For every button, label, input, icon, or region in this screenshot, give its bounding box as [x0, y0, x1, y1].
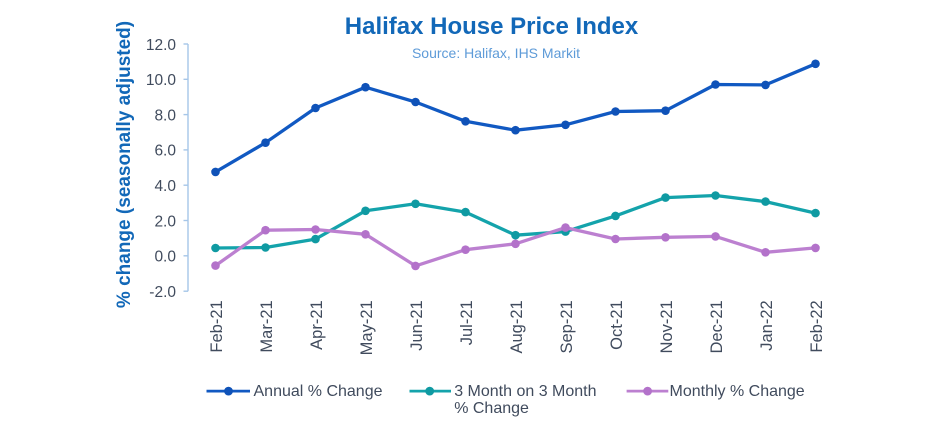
svg-text:2.0: 2.0: [154, 213, 176, 230]
svg-text:% Change: % Change: [454, 400, 529, 417]
svg-text:Jul-21: Jul-21: [458, 300, 476, 345]
svg-text:% change (seasonally adjusted): % change (seasonally adjusted): [114, 21, 135, 308]
svg-text:May-21: May-21: [358, 300, 376, 355]
svg-text:Feb-21: Feb-21: [208, 300, 226, 352]
svg-text:Nov-21: Nov-21: [658, 300, 676, 353]
svg-text:12.0: 12.0: [146, 37, 177, 54]
svg-text:Sep-21: Sep-21: [558, 300, 576, 353]
svg-text:Oct-21: Oct-21: [608, 300, 626, 350]
svg-text:3 Month on 3 Month: 3 Month on 3 Month: [454, 383, 596, 400]
svg-text:Feb-22: Feb-22: [808, 300, 826, 352]
svg-text:Aug-21: Aug-21: [508, 300, 526, 353]
svg-text:-2.0: -2.0: [149, 284, 176, 301]
svg-text:Apr-21: Apr-21: [308, 300, 326, 350]
svg-text:Annual % Change: Annual % Change: [254, 383, 383, 400]
svg-text:Monthly % Change: Monthly % Change: [670, 383, 805, 400]
svg-text:Jun-21: Jun-21: [408, 300, 426, 350]
svg-text:Source: Halifax, IHS Markit: Source: Halifax, IHS Markit: [412, 45, 580, 61]
svg-text:0.0: 0.0: [154, 249, 176, 266]
svg-text:Mar-21: Mar-21: [258, 300, 276, 352]
svg-text:6.0: 6.0: [154, 143, 176, 160]
svg-text:Halifax House Price Index: Halifax House Price Index: [345, 13, 639, 40]
svg-text:10.0: 10.0: [146, 72, 177, 89]
svg-text:Jan-22: Jan-22: [758, 300, 776, 350]
svg-text:8.0: 8.0: [154, 107, 176, 124]
svg-text:Dec-21: Dec-21: [708, 300, 726, 353]
svg-text:4.0: 4.0: [154, 178, 176, 195]
